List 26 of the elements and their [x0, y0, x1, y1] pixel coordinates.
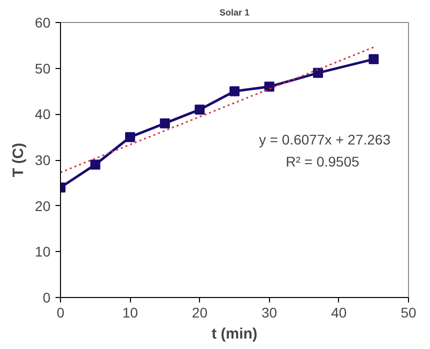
point — [160, 118, 170, 128]
y-tick-label: 20 — [34, 198, 51, 214]
y-tick-label: 40 — [34, 106, 51, 122]
annotation: y = 0.6077x + 27.263 — [258, 132, 391, 148]
y-tick-label: 30 — [34, 152, 51, 168]
point — [313, 68, 324, 78]
chart-title: Solar 1 — [219, 8, 250, 18]
point — [230, 86, 240, 96]
y-tick-label: 60 — [34, 14, 51, 30]
y-tick-label: 50 — [34, 60, 51, 76]
annotation: R² = 0.9505 — [286, 154, 360, 170]
y-tick-label: 0 — [42, 290, 51, 306]
x-tick-label: 20 — [192, 304, 208, 320]
point — [125, 132, 136, 142]
x-tick-label: 50 — [400, 304, 416, 320]
x-tick-label: 40 — [331, 304, 347, 320]
point — [264, 82, 274, 92]
y-tick-label: 10 — [34, 244, 51, 260]
x-tick-label: 30 — [262, 304, 278, 320]
x-tick-label: 10 — [122, 304, 138, 320]
x-axis-title: t (min) — [212, 326, 258, 342]
point — [368, 54, 379, 64]
y-axis-title: T (C) — [10, 142, 27, 178]
point — [194, 104, 205, 115]
point — [90, 160, 100, 170]
x-tick-label: 0 — [56, 304, 65, 320]
